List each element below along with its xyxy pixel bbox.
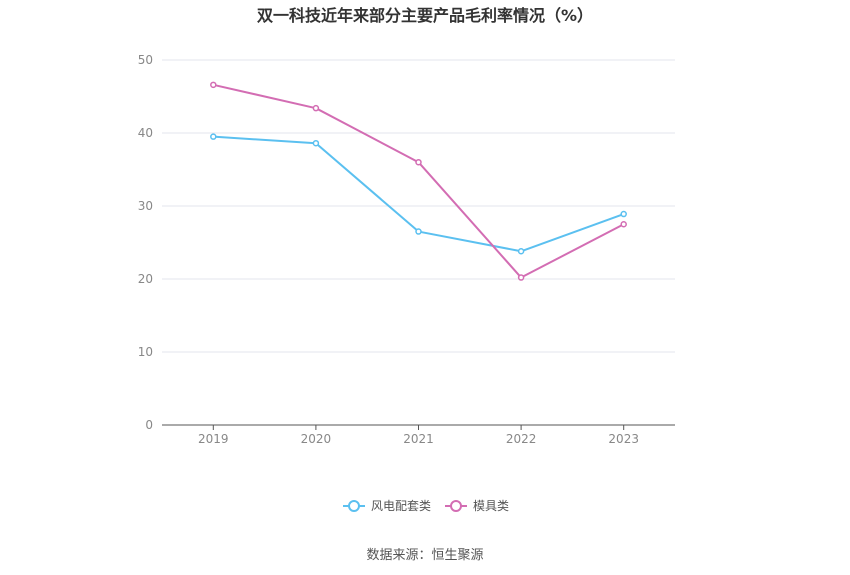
data-point[interactable] [210,81,217,89]
legend-marker [348,500,360,512]
y-tick-label: 30 [138,199,153,213]
y-axis-ticks: 0 10 20 30 40 50 [138,53,153,432]
legend[interactable]: 风电配套类 模具类 [343,499,509,513]
x-tick-label: 2022 [506,432,537,446]
legend-label: 风电配套类 [371,499,431,513]
x-tick-label: 2021 [403,432,434,446]
chart-title: 双一科技近年来部分主要产品毛利率情况（%） [257,6,593,25]
y-tick-label: 0 [145,418,153,432]
y-tick-label: 10 [138,345,153,359]
data-point[interactable] [312,104,320,112]
data-point[interactable] [210,133,217,140]
x-tick-label: 2023 [608,432,639,446]
legend-item-1[interactable]: 风电配套类 [343,499,431,513]
grid [162,59,675,353]
data-point[interactable] [415,158,422,166]
series-group [210,81,627,281]
x-axis-ticks: 2019 2020 2021 2022 2023 [198,425,639,446]
data-point[interactable] [620,221,627,228]
y-tick-label: 50 [138,53,153,67]
y-tick-label: 40 [138,126,153,140]
data-point[interactable] [620,210,627,218]
data-point[interactable] [517,248,525,255]
legend-label: 模具类 [473,499,509,513]
y-tick-label: 20 [138,272,153,286]
x-tick-label: 2019 [198,432,229,446]
data-source: 数据来源：恒生聚源 [366,548,483,563]
x-tick-label: 2020 [301,432,332,446]
data-point[interactable] [415,228,422,235]
data-point[interactable] [517,274,525,281]
legend-item-2[interactable]: 模具类 [445,499,509,513]
series-line-2 [213,83,625,279]
data-point[interactable] [312,139,320,147]
legend-marker [450,500,462,512]
